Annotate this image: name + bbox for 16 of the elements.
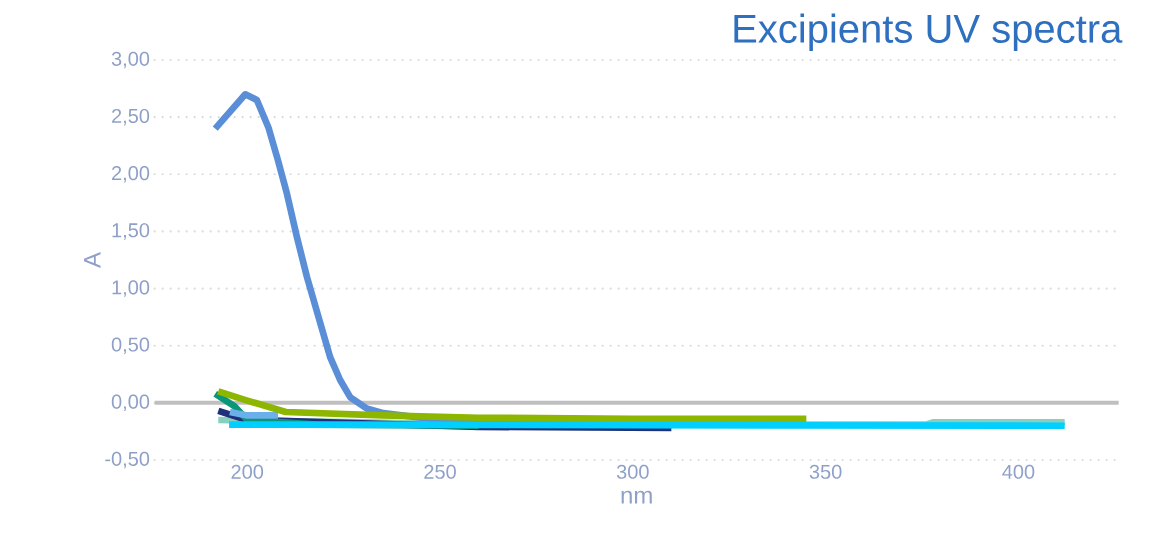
y-axis-title: A (84, 252, 101, 268)
x-tick-label: 200 (231, 464, 264, 479)
y-tick-label: 3,00 (111, 51, 150, 69)
x-tick-label: 350 (809, 464, 842, 479)
y-tick-label: 0,00 (111, 394, 150, 412)
x-tick-label: 400 (1002, 464, 1035, 479)
y-tick-label: 0,50 (111, 337, 150, 354)
y-tick-label: 1,00 (112, 280, 150, 297)
y-tick-label: -0,50 (105, 451, 150, 469)
chart-title: Excipients UV spectra (734, 13, 1123, 51)
y-tick-label: 2,00 (112, 166, 150, 183)
x-tick-label: 250 (424, 464, 456, 479)
x-tick-label: 300 (616, 464, 649, 479)
x-axis-title: nm (621, 490, 652, 504)
y-tick-label: 2,50 (112, 108, 150, 126)
y-tick-label: 1,50 (112, 223, 150, 240)
